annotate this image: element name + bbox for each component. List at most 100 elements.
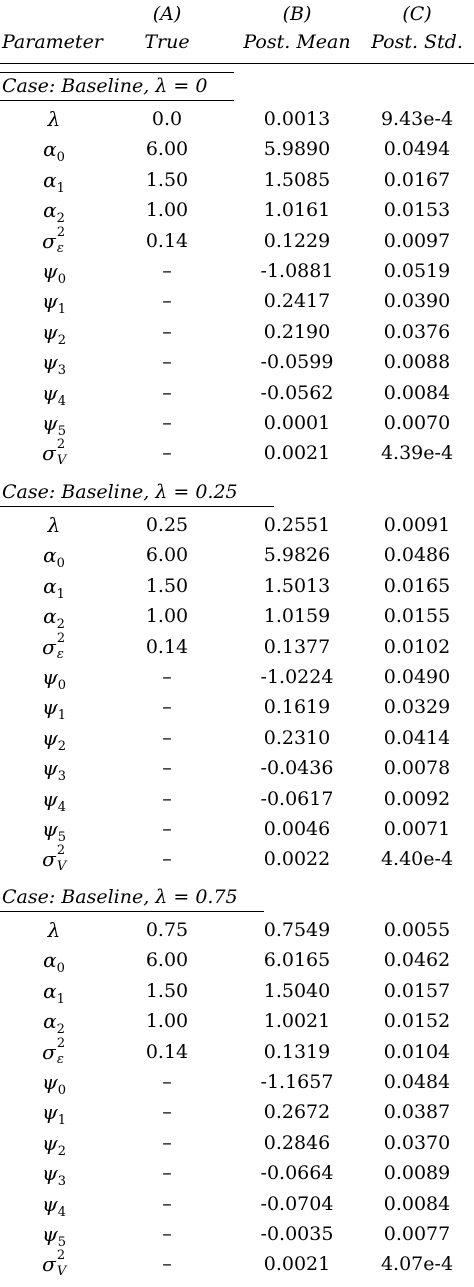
posterior-mean-cell: 1.5040	[263, 980, 331, 1002]
true-value-cell: 6.00	[145, 138, 189, 160]
table-row: ψ3 – -0.0436 0.0078	[0, 753, 474, 783]
posterior-mean-cell: 0.0022	[263, 848, 331, 870]
posterior-std-cell: 0.0152	[383, 1010, 451, 1032]
posterior-mean-cell: 0.2672	[263, 1101, 331, 1123]
posterior-mean-cell: -0.0599	[260, 351, 334, 373]
true-value-cell: 1.50	[145, 980, 189, 1002]
posterior-std-cell: 0.0084	[383, 382, 451, 404]
posterior-std-cell: 0.0104	[383, 1041, 451, 1063]
case-underline	[0, 100, 234, 101]
parameter-cell: λ	[47, 107, 61, 131]
true-value-cell: 1.00	[145, 1010, 189, 1032]
posterior-std-cell: 0.0092	[383, 788, 451, 810]
case-label: Case: Baseline, λ = 0.25	[2, 481, 238, 503]
column-letter-c: (C)	[402, 3, 432, 25]
true-value-cell: –	[162, 1253, 172, 1275]
table-row: ψ0 – -1.1657 0.0484	[0, 1067, 474, 1097]
table-row: σ 2 V – 0.0021 4.39e-4	[0, 437, 474, 468]
posterior-std-cell: 0.0153	[383, 199, 451, 221]
table-row: λ 0.0 0.0013 9.43e-4	[0, 104, 474, 134]
true-value-cell: 1.00	[145, 199, 189, 221]
parameter-cell: α1	[43, 574, 65, 602]
header-rule	[0, 63, 474, 64]
table-row: α1 1.50 1.5040 0.0157	[0, 976, 474, 1006]
parameter-cell: α0	[43, 948, 65, 976]
parameter-cell: α0	[43, 543, 65, 571]
table-row: α2 1.00 1.0161 0.0153	[0, 195, 474, 225]
case-overline	[0, 72, 234, 73]
posterior-mean-cell: 0.0001	[263, 412, 331, 434]
column-letter-b: (B)	[282, 3, 312, 25]
column-header-parameter: Parameter	[2, 31, 103, 53]
posterior-mean-cell: 5.9826	[263, 544, 331, 566]
true-value-cell: 1.50	[145, 169, 189, 191]
true-value-cell: 1.00	[145, 605, 189, 627]
column-letter-a: (A)	[152, 3, 182, 25]
parameter-cell: ψ5	[42, 1222, 66, 1250]
parameter-cell: ψ4	[42, 787, 66, 815]
true-value-cell: –	[162, 351, 172, 373]
posterior-mean-cell: -0.0617	[260, 788, 334, 810]
table-row: ψ2 – 0.2846 0.0370	[0, 1128, 474, 1158]
posterior-std-cell: 0.0494	[383, 138, 451, 160]
header-columns-row: Parameter True Post. Mean Post. Std.	[0, 27, 474, 57]
posterior-mean-cell: 1.0159	[263, 605, 331, 627]
parameter-cell: ψ1	[42, 1100, 66, 1128]
true-value-cell: –	[162, 1071, 172, 1093]
parameter-cell: α0	[43, 137, 65, 165]
posterior-mean-cell: -1.0881	[260, 260, 334, 282]
parameter-cell: α2	[43, 198, 65, 226]
parameter-cell: α1	[43, 168, 65, 196]
posterior-std-cell: 9.43e-4	[380, 108, 454, 130]
posterior-std-cell: 0.0102	[383, 636, 451, 658]
true-value-cell: –	[162, 727, 172, 749]
posterior-mean-cell: 1.5085	[263, 169, 331, 191]
parameter-cell: λ	[47, 918, 61, 942]
table-row: ψ0 – -1.0881 0.0519	[0, 256, 474, 286]
true-value-cell: 0.14	[145, 1041, 189, 1063]
posterior-std-cell: 0.0376	[383, 321, 451, 343]
true-value-cell: 6.00	[145, 949, 189, 971]
posterior-std-cell: 0.0097	[383, 230, 451, 252]
table-row: σ 2 ε 0.14 0.1229 0.0097	[0, 225, 474, 256]
table-row: ψ1 – 0.2417 0.0390	[0, 286, 474, 316]
posterior-mean-cell: 1.0161	[263, 199, 331, 221]
parameter-cell: ψ1	[42, 695, 66, 723]
posterior-mean-cell: 0.0046	[263, 818, 331, 840]
posterior-std-cell: 0.0078	[383, 757, 451, 779]
true-value-cell: –	[162, 818, 172, 840]
posterior-mean-cell: 0.0021	[263, 1253, 331, 1275]
posterior-std-cell: 0.0071	[383, 818, 451, 840]
true-value-cell: 0.25	[145, 514, 189, 536]
table-row: ψ1 – 0.2672 0.0387	[0, 1097, 474, 1127]
true-value-cell: 0.0	[151, 108, 183, 130]
parameter-cell: ψ3	[42, 350, 66, 378]
posterior-std-cell: 0.0089	[383, 1162, 451, 1184]
parameter-cell: ψ3	[42, 756, 66, 784]
posterior-std-cell: 0.0157	[383, 980, 451, 1002]
table-row: ψ5 – -0.0035 0.0077	[0, 1219, 474, 1249]
table-row: ψ4 – -0.0617 0.0092	[0, 784, 474, 814]
posterior-std-cell: 0.0490	[383, 666, 451, 688]
parameter-cell: ψ4	[42, 1192, 66, 1220]
column-header-post-std: Post. Std.	[371, 31, 463, 53]
column-header-post-mean: Post. Mean	[243, 31, 351, 53]
parameter-cell: ψ5	[42, 817, 66, 845]
true-value-cell: –	[162, 788, 172, 810]
posterior-mean-cell: 0.2417	[263, 290, 331, 312]
posterior-mean-cell: 0.1319	[263, 1041, 331, 1063]
parameter-cell: α2	[43, 1009, 65, 1037]
posterior-mean-cell: 0.2190	[263, 321, 331, 343]
parameter-cell: α1	[43, 979, 65, 1007]
posterior-std-cell: 0.0084	[383, 1193, 451, 1215]
case-label: Case: Baseline, λ = 0.75	[2, 886, 238, 908]
table-row: α0 6.00 6.0165 0.0462	[0, 945, 474, 975]
posterior-std-cell: 0.0484	[383, 1071, 451, 1093]
true-value-cell: –	[162, 696, 172, 718]
posterior-mean-cell: 5.9890	[263, 138, 331, 160]
parameter-cell: λ	[47, 513, 61, 537]
